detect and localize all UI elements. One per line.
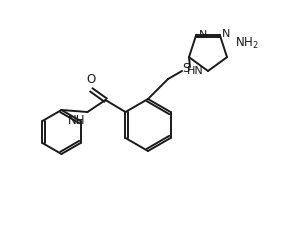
Text: S: S — [182, 62, 190, 75]
Text: O: O — [87, 73, 96, 86]
Text: NH: NH — [68, 114, 86, 127]
Text: N: N — [199, 30, 208, 40]
Text: NH$_2$: NH$_2$ — [235, 36, 259, 51]
Text: HN: HN — [187, 66, 204, 76]
Text: N: N — [222, 29, 230, 39]
